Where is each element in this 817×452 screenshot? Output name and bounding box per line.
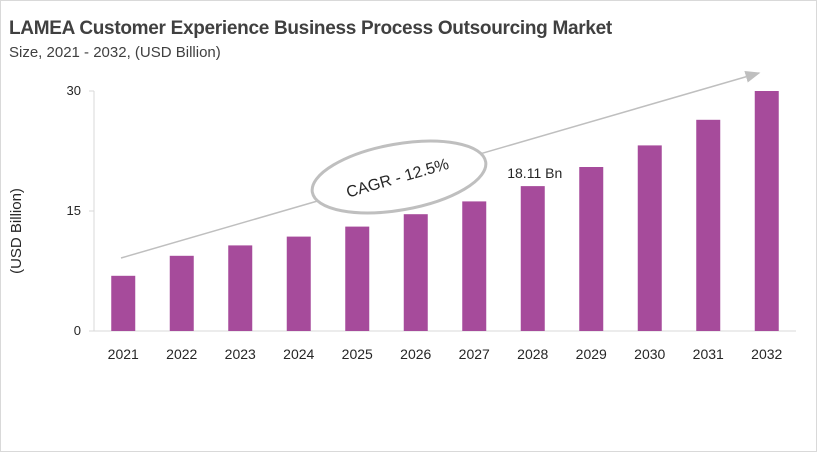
x-tick-label: 2032 <box>751 346 782 362</box>
x-tick-label: 2027 <box>459 346 490 362</box>
x-tick-label: 2022 <box>166 346 197 362</box>
bar-2027 <box>462 201 487 331</box>
y-axis-label: (USD Billion) <box>8 188 25 274</box>
x-tick-label: 2024 <box>283 346 314 362</box>
chart-title: LAMEA Customer Experience Business Proce… <box>9 18 612 39</box>
x-tick-label: 2030 <box>634 346 665 362</box>
bar-2032 <box>754 91 779 331</box>
bar-2031 <box>696 119 721 331</box>
bar-2025 <box>345 226 370 331</box>
x-tick-label: 2026 <box>400 346 431 362</box>
data-label-2028: 18.11 Bn <box>507 165 562 181</box>
chart-subtitle: Size, 2021 - 2032, (USD Billion) <box>9 44 221 61</box>
bar-2023 <box>228 245 253 331</box>
y-tick-label: 30 <box>67 83 81 98</box>
bar-2022 <box>169 255 194 331</box>
y-tick-label: 0 <box>74 323 81 338</box>
bar-2026 <box>403 214 428 331</box>
bar-2029 <box>579 167 604 331</box>
bar-2021 <box>111 275 136 331</box>
y-tick-label: 15 <box>67 203 81 218</box>
x-tick-label: 2023 <box>225 346 256 362</box>
bar-2024 <box>286 236 311 331</box>
cagr-ellipse <box>310 139 488 215</box>
bar-2028 <box>520 186 545 331</box>
x-tick-label: 2029 <box>576 346 607 362</box>
bar-2030 <box>637 145 662 331</box>
x-tick-label: 2021 <box>108 346 139 362</box>
x-tick-label: 2031 <box>693 346 724 362</box>
x-tick-label: 2028 <box>517 346 548 362</box>
x-tick-label: 2025 <box>342 346 373 362</box>
